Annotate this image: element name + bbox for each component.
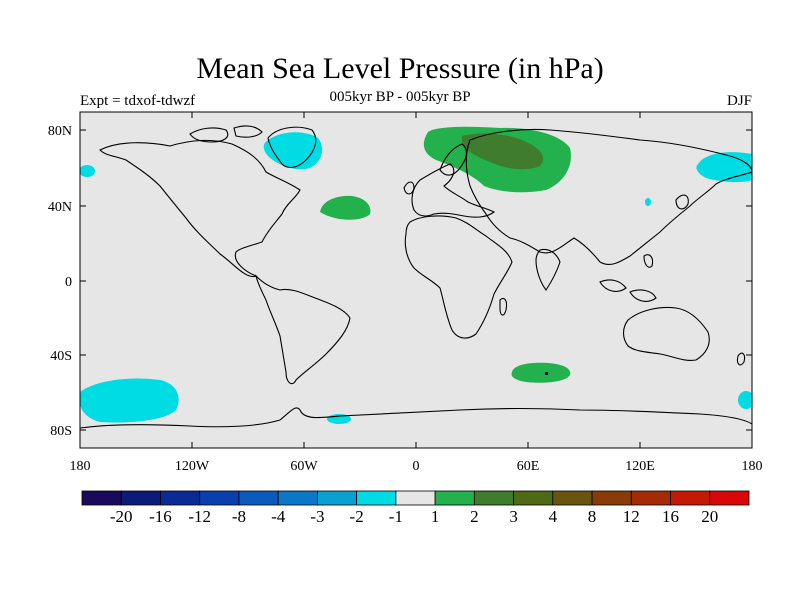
lon-tick-label: 180 (742, 459, 763, 474)
anomaly-shading (80, 126, 752, 423)
coastlines (80, 125, 752, 429)
colorbar-label: 16 (662, 507, 680, 526)
season-label: DJF (726, 93, 752, 109)
colorbar-label: 2 (470, 507, 479, 526)
colorbar-swatch (591, 490, 632, 506)
colorbar-label: 8 (587, 507, 597, 526)
lon-tick-label: 60E (517, 459, 540, 474)
anomaly-central-asia-positive-core (461, 133, 544, 170)
colorbar-swatch (552, 490, 593, 506)
colorbar-swatch (120, 490, 161, 506)
colorbar-swatch (160, 490, 201, 506)
lat-tick-label: 0 (65, 275, 72, 290)
colorbar-label: 3 (509, 507, 518, 526)
anomaly-greenland-negative (263, 132, 323, 170)
lon-tick-label: 120W (175, 459, 210, 474)
colorbar-swatch (670, 490, 711, 506)
colorbar-swatch (630, 490, 671, 506)
colorbar (81, 490, 750, 506)
anomaly-southern-indian-ocean-positive (511, 362, 571, 383)
colorbar-label: 4 (548, 507, 558, 526)
colorbar-swatch (277, 490, 318, 506)
lat-tick-label: 80N (48, 124, 72, 139)
colorbar-swatch (473, 490, 514, 506)
colorbar-swatch (395, 490, 436, 506)
colorbar-label: -16 (149, 507, 172, 526)
lon-tick-label: 60W (290, 459, 318, 474)
colorbar-swatch (81, 490, 122, 506)
lon-tick-label: 0 (413, 459, 420, 474)
colorbar-swatch (513, 490, 554, 506)
colorbar-label: -8 (231, 507, 247, 526)
map-subtitle: 005kyr BP - 005kyr BP (329, 89, 471, 105)
lon-tick-label: 180 (70, 459, 91, 474)
colorbar-label: -12 (188, 507, 212, 526)
colorbar-swatch (356, 490, 397, 506)
anomaly-north-pacific-negative (696, 152, 752, 183)
experiment-label: Expt = tdxof-tdwzf (80, 93, 196, 109)
colorbar-swatch (434, 490, 475, 506)
colorbar-swatch (199, 490, 240, 506)
anomaly-north-atlantic-positive (320, 195, 371, 220)
lon-tick-label: 120E (625, 459, 655, 474)
colorbar-label: 12 (622, 507, 640, 526)
colorbar-label: -3 (310, 507, 325, 526)
colorbar-label: -1 (388, 507, 403, 526)
colorbar-label: -2 (349, 507, 364, 526)
axis-ticks: 180 120W 60W 0 60E 120E 180 80N 40N 0 40S 80S (48, 112, 763, 474)
anomaly-south-pacific-negative (80, 378, 179, 423)
colorbar-label: -20 (109, 507, 133, 526)
colorbar-swatch (238, 490, 279, 506)
colorbar-swatch (709, 490, 750, 506)
map-title: Mean Sea Level Pressure (in hPa) (196, 52, 604, 85)
map-background (80, 112, 752, 448)
colorbar-label: -4 (271, 507, 286, 526)
lat-tick-label: 80S (50, 424, 72, 439)
colorbar-label: 20 (701, 507, 719, 526)
colorbar-swatch (317, 490, 358, 506)
lat-tick-label: 40N (48, 200, 72, 215)
colorbar-label: 1 (430, 507, 440, 526)
lat-tick-label: 40S (50, 349, 72, 364)
